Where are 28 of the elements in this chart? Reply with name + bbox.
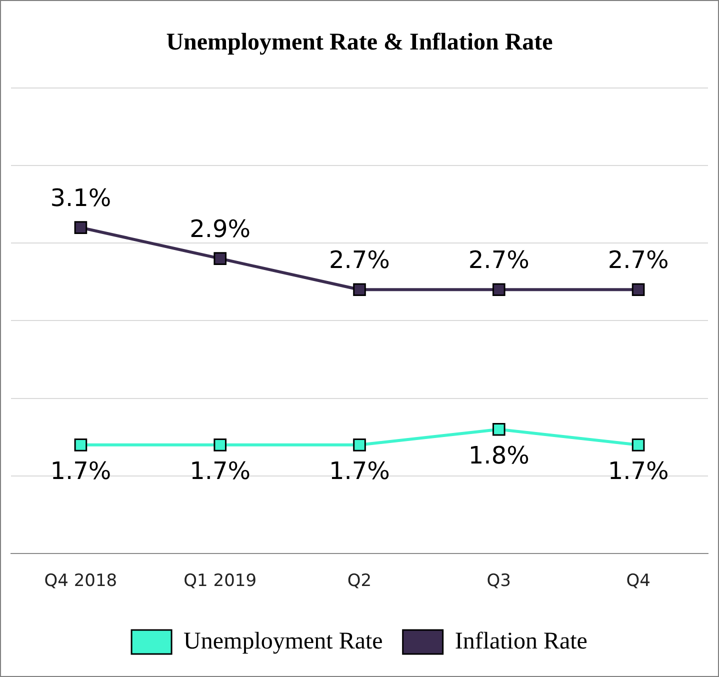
data-label: 2.7% xyxy=(468,246,530,274)
x-tick-label: Q4 xyxy=(626,571,650,592)
data-label: 2.9% xyxy=(190,214,251,243)
data-label: 1.7% xyxy=(608,457,669,486)
point xyxy=(214,252,227,265)
chart-title: Unemployment Rate & Inflation Rate xyxy=(166,30,554,56)
point xyxy=(214,438,227,452)
data-label: 1.7% xyxy=(50,457,112,486)
point xyxy=(492,422,506,436)
data-label: 1.7% xyxy=(329,457,390,486)
point xyxy=(74,438,88,452)
x-tick-label: Q1 2019 xyxy=(184,571,257,592)
data-label: 2.7% xyxy=(329,246,390,274)
data-label: 1.8% xyxy=(468,442,530,470)
legend-label: Unemployment Rate xyxy=(184,628,383,654)
point xyxy=(353,283,366,296)
data-label: 1.7% xyxy=(190,457,251,486)
x-tick-label: Q3 xyxy=(486,571,511,592)
x-tick-label: Q2 xyxy=(347,571,372,592)
legend-label: Inflation Rate xyxy=(454,628,588,654)
point xyxy=(74,221,88,234)
data-label: 2.7% xyxy=(608,246,669,274)
data-label: 3.1% xyxy=(50,184,112,212)
point xyxy=(632,283,645,296)
point xyxy=(632,438,645,452)
point xyxy=(353,438,366,452)
x-tick-label: Q4 2018 xyxy=(44,571,118,592)
point xyxy=(492,283,506,296)
